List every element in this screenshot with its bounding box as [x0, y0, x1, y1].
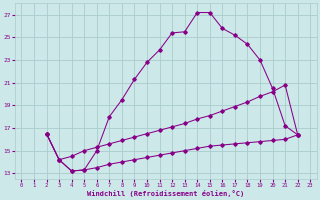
X-axis label: Windchill (Refroidissement éolien,°C): Windchill (Refroidissement éolien,°C) — [87, 190, 244, 197]
